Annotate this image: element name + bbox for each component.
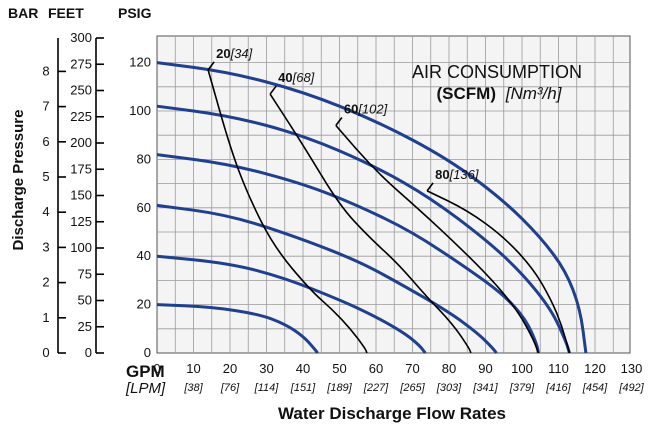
x-tick-label: 100: [511, 361, 533, 376]
x-tick-label: 110: [548, 361, 569, 376]
x-tick-label-lpm: [189]: [326, 382, 352, 394]
feet-tick-label: 125: [70, 214, 92, 229]
subtitle-italic: [Nm³/h]: [505, 84, 563, 103]
psig-tick-label: 100: [129, 103, 151, 118]
bar-header: BAR: [8, 5, 38, 21]
psig-tick-label: 40: [137, 248, 151, 263]
bar-tick-label: 5: [42, 169, 49, 184]
tick-labels: 0 10 20 30 40 50 60 70 80 90 100 110 120 130[38] [76][…: [42, 30, 644, 394]
performance-curve: [156, 61, 588, 354]
feet-tick-label: 0: [85, 345, 92, 360]
x-tick-label: 50: [332, 361, 346, 376]
x-tick-label: 90: [478, 361, 492, 376]
x-tick-label: 60: [369, 361, 383, 376]
bar-tick-label: 4: [42, 204, 49, 219]
subtitle-bold: (SCFM): [437, 84, 496, 103]
air-curve-scfm: 20: [216, 46, 230, 61]
feet-tick-label: 225: [70, 109, 92, 124]
air-consumption-curve: [207, 69, 368, 354]
feet-tick-label: 175: [70, 161, 92, 176]
x-tick-label-lpm: [341]: [472, 382, 498, 394]
bar-tick-label: 1: [42, 310, 49, 325]
bar-tick-label: 2: [42, 275, 49, 290]
air-curve-leader-line: [426, 182, 434, 192]
x-tick-label-lpm: [38]: [183, 382, 203, 394]
psig-tick-label: 120: [129, 55, 151, 70]
psig-tick-label: 60: [137, 200, 151, 215]
air-curve-label: 80[136]: [435, 167, 479, 182]
psig-tick-label: 20: [137, 297, 151, 312]
x-tick-label-lpm: [227]: [363, 382, 389, 394]
air-curve-leader-line: [207, 61, 215, 71]
air-curve-nm3h: [102]: [357, 102, 387, 117]
x-tick-label: 10: [186, 361, 200, 376]
x-tick-label: 20: [223, 361, 237, 376]
x-tick-label-lpm: [492]: [618, 382, 644, 394]
feet-tick-label: 250: [70, 83, 92, 98]
feet-header: FEET: [48, 5, 84, 21]
psig-tick-label: 0: [144, 345, 151, 360]
air-curve-label: 40[68]: [278, 70, 315, 85]
x-unit-label: GPM: [126, 362, 165, 381]
performance-curve: [156, 104, 571, 354]
x-tick-label-lpm: [265]: [399, 382, 425, 394]
x-tick-label: 130: [621, 361, 643, 376]
feet-tick-label: 75: [78, 266, 92, 281]
bar-tick-label: 8: [42, 63, 49, 78]
bar-tick-label: 6: [42, 134, 49, 149]
air-curve-leader-line: [269, 85, 277, 95]
x-tick-label: 80: [442, 361, 456, 376]
x-tick-label: 70: [405, 361, 419, 376]
bar-tick-label: 7: [42, 99, 49, 114]
performance-curve: [156, 303, 319, 354]
x-tick-label-lpm: [76]: [220, 382, 240, 394]
performance-curve: [156, 203, 498, 354]
feet-tick-label: 275: [70, 56, 92, 71]
x-tick-label-lpm: [151]: [290, 382, 316, 394]
x-tick-label-lpm: [416]: [545, 382, 571, 394]
air-curve-leader-line: [335, 117, 343, 126]
x-tick-label: 120: [584, 361, 606, 376]
air-curve-scfm: 40: [278, 70, 292, 85]
x-unit-alt-label: [LPM]: [125, 380, 166, 397]
x-axis-title: Water Discharge Flow Rates: [278, 404, 506, 423]
feet-tick-label: 100: [70, 240, 92, 255]
air-consumption-curve: [335, 124, 540, 354]
air-consumption-labels: 20[34] 40[68] 60[102] 80[136]: [207, 46, 479, 192]
feet-tick-label: 150: [70, 188, 92, 203]
air-curve-scfm: 60: [344, 102, 358, 117]
air-curve-nm3h: [68]: [292, 70, 315, 85]
air-curve-label: 60[102]: [344, 102, 388, 117]
air-consumption-curve: [426, 190, 571, 354]
air-consumption-curves: [207, 69, 571, 354]
performance-curve: [156, 254, 427, 354]
psig-tick-label: 80: [137, 151, 151, 166]
feet-tick-label: 200: [70, 135, 92, 150]
bar-tick-label: 3: [42, 239, 49, 254]
y-axis-title: Discharge Pressure: [10, 110, 27, 251]
feet-tick-label: 50: [78, 293, 92, 308]
air-curve-scfm: 80: [435, 167, 449, 182]
x-tick-label-lpm: [379]: [509, 382, 535, 394]
performance-curves: [156, 61, 588, 354]
x-tick-label: 30: [259, 361, 273, 376]
bar-tick-label: 0: [42, 345, 49, 360]
air-curve-nm3h: [136]: [449, 167, 479, 182]
x-tick-label: 0: [153, 361, 160, 376]
chart-title: AIR CONSUMPTION: [412, 62, 582, 82]
x-tick-label: 40: [296, 361, 310, 376]
x-tick-label-lpm: [114]: [254, 382, 280, 394]
air-consumption-curve: [269, 93, 472, 354]
grid-lines: [157, 36, 630, 353]
air-curve-label: 20[34]: [216, 46, 253, 61]
psig-header: PSIG: [118, 5, 152, 21]
x-tick-label-lpm: [303]: [436, 382, 462, 394]
x-tick-label-lpm: [454]: [582, 382, 608, 394]
performance-curve: [156, 153, 540, 354]
feet-tick-label: 300: [70, 30, 92, 45]
air-curve-nm3h: [34]: [230, 46, 253, 61]
chart-subtitle: (SCFM) [Nm³/h]: [437, 84, 563, 103]
feet-tick-label: 25: [78, 319, 92, 334]
